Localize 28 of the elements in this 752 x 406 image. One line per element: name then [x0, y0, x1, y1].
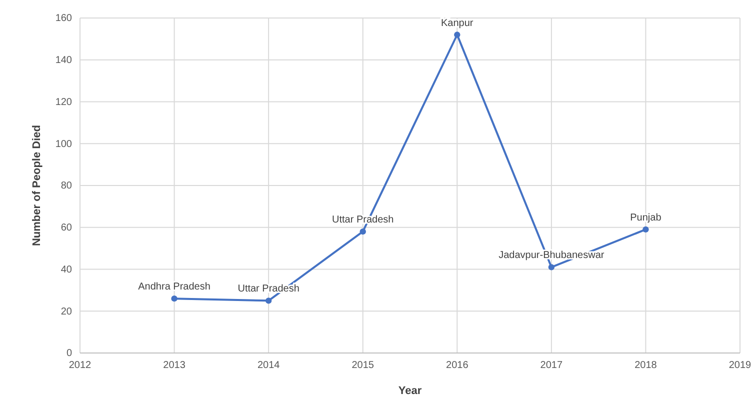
- point: [548, 264, 555, 270]
- x-axis-title: Year: [398, 385, 422, 397]
- y-tick-label: 120: [55, 96, 72, 108]
- point: [642, 226, 649, 233]
- point: [454, 32, 460, 38]
- y-tick-label: 160: [55, 13, 72, 24]
- x-tick-label: 2013: [163, 360, 186, 372]
- x-tick-label: 2017: [540, 360, 563, 372]
- x-tick-label: 2016: [446, 360, 469, 372]
- y-tick-label: 20: [60, 306, 72, 318]
- y-tick-label: 140: [55, 55, 72, 66]
- x-tick-label: 2015: [352, 360, 374, 372]
- annotation: Punjab: [630, 212, 662, 224]
- x-tick-label: 2018: [634, 360, 658, 372]
- y-axis-title: Number of People Died: [31, 124, 43, 246]
- x-tick-label: 2019: [728, 360, 752, 372]
- y-tick-label: 80: [60, 180, 72, 192]
- y-tick-label: 60: [60, 222, 72, 234]
- point: [265, 298, 272, 304]
- annotation: Andhra Pradesh: [138, 282, 210, 293]
- x-tick-label: 2012: [68, 360, 92, 372]
- point: [360, 228, 366, 235]
- x-tick-label: 2014: [257, 360, 280, 372]
- y-tick-label: 100: [55, 138, 72, 150]
- y-tick-label: 40: [60, 264, 72, 276]
- point: [171, 295, 178, 302]
- y-tick-label: 0: [66, 348, 72, 360]
- annotation: Kanpur: [441, 18, 474, 29]
